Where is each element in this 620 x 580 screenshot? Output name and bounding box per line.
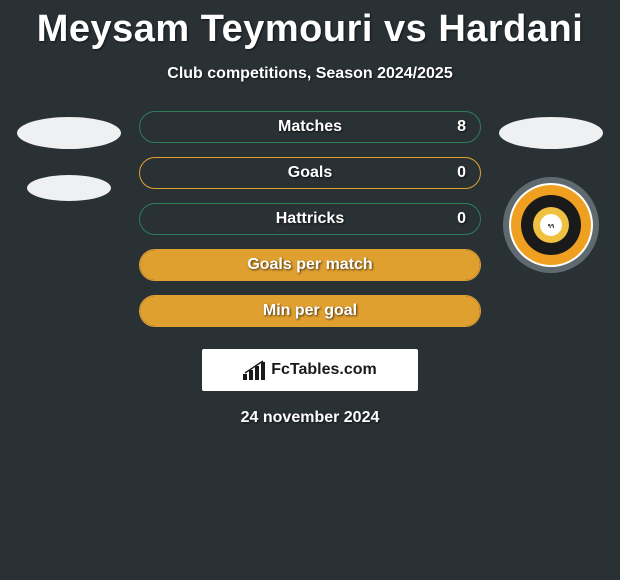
stat-label: Goals per match: [140, 256, 480, 274]
snapshot-date: 24 november 2024: [241, 409, 380, 427]
player-placeholder: [499, 117, 603, 149]
stat-label: Hattricks: [140, 210, 480, 228]
stats-column: Matches8Goals0Hattricks0Goals per matchM…: [139, 111, 481, 327]
page-title: Meysam Teymouri vs Hardani: [37, 8, 584, 51]
svg-text:۹۹: ۹۹: [548, 224, 555, 230]
stat-label: Matches: [140, 118, 480, 136]
right-player-col: ۹۹: [491, 111, 611, 327]
stat-value-right: 0: [457, 210, 466, 228]
comparison-row: Matches8Goals0Hattricks0Goals per matchM…: [0, 111, 620, 327]
stat-row: Goals0: [139, 157, 481, 189]
stat-label: Min per goal: [140, 302, 480, 320]
stat-value-right: 0: [457, 164, 466, 182]
player-placeholder: [17, 117, 121, 149]
source-logo-text: FcTables.com: [271, 361, 377, 379]
team-badge: ۹۹: [501, 175, 601, 280]
stat-row: Goals per match: [139, 249, 481, 281]
left-player-col: [9, 111, 129, 327]
stat-label: Goals: [140, 164, 480, 182]
source-logo: FcTables.com: [202, 349, 418, 391]
team-placeholder: [27, 175, 111, 201]
stat-row: Hattricks0: [139, 203, 481, 235]
club-badge-icon: ۹۹: [501, 175, 601, 275]
stat-value-right: 8: [457, 118, 466, 136]
stat-row: Min per goal: [139, 295, 481, 327]
stat-row: Matches8: [139, 111, 481, 143]
subtitle: Club competitions, Season 2024/2025: [167, 65, 452, 83]
bars-icon: [243, 360, 267, 380]
